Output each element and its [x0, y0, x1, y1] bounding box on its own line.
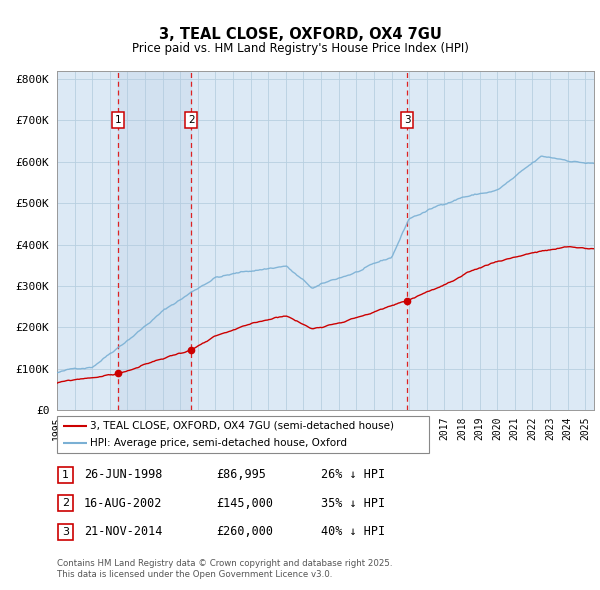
- Text: 26% ↓ HPI: 26% ↓ HPI: [321, 468, 385, 481]
- Text: 3: 3: [62, 527, 69, 536]
- Text: 1: 1: [115, 115, 122, 125]
- FancyBboxPatch shape: [58, 496, 73, 511]
- Text: 1: 1: [62, 470, 69, 480]
- Text: 21-NOV-2014: 21-NOV-2014: [84, 525, 163, 538]
- FancyBboxPatch shape: [58, 524, 73, 539]
- Text: £86,995: £86,995: [216, 468, 266, 481]
- Text: HPI: Average price, semi-detached house, Oxford: HPI: Average price, semi-detached house,…: [91, 438, 347, 448]
- Text: 2: 2: [188, 115, 194, 125]
- Text: £260,000: £260,000: [216, 525, 273, 538]
- Bar: [118, 71, 191, 410]
- Text: 2: 2: [62, 499, 69, 508]
- FancyBboxPatch shape: [58, 467, 73, 483]
- Text: Contains HM Land Registry data © Crown copyright and database right 2025.
This d: Contains HM Land Registry data © Crown c…: [57, 559, 392, 579]
- Text: 35% ↓ HPI: 35% ↓ HPI: [321, 497, 385, 510]
- Text: 3, TEAL CLOSE, OXFORD, OX4 7GU (semi-detached house): 3, TEAL CLOSE, OXFORD, OX4 7GU (semi-det…: [91, 421, 394, 431]
- Text: 3, TEAL CLOSE, OXFORD, OX4 7GU: 3, TEAL CLOSE, OXFORD, OX4 7GU: [158, 27, 442, 42]
- FancyBboxPatch shape: [57, 416, 429, 453]
- Text: 3: 3: [404, 115, 410, 125]
- Text: 26-JUN-1998: 26-JUN-1998: [84, 468, 163, 481]
- Text: 16-AUG-2002: 16-AUG-2002: [84, 497, 163, 510]
- Text: £145,000: £145,000: [216, 497, 273, 510]
- Text: 40% ↓ HPI: 40% ↓ HPI: [321, 525, 385, 538]
- Text: Price paid vs. HM Land Registry's House Price Index (HPI): Price paid vs. HM Land Registry's House …: [131, 42, 469, 55]
